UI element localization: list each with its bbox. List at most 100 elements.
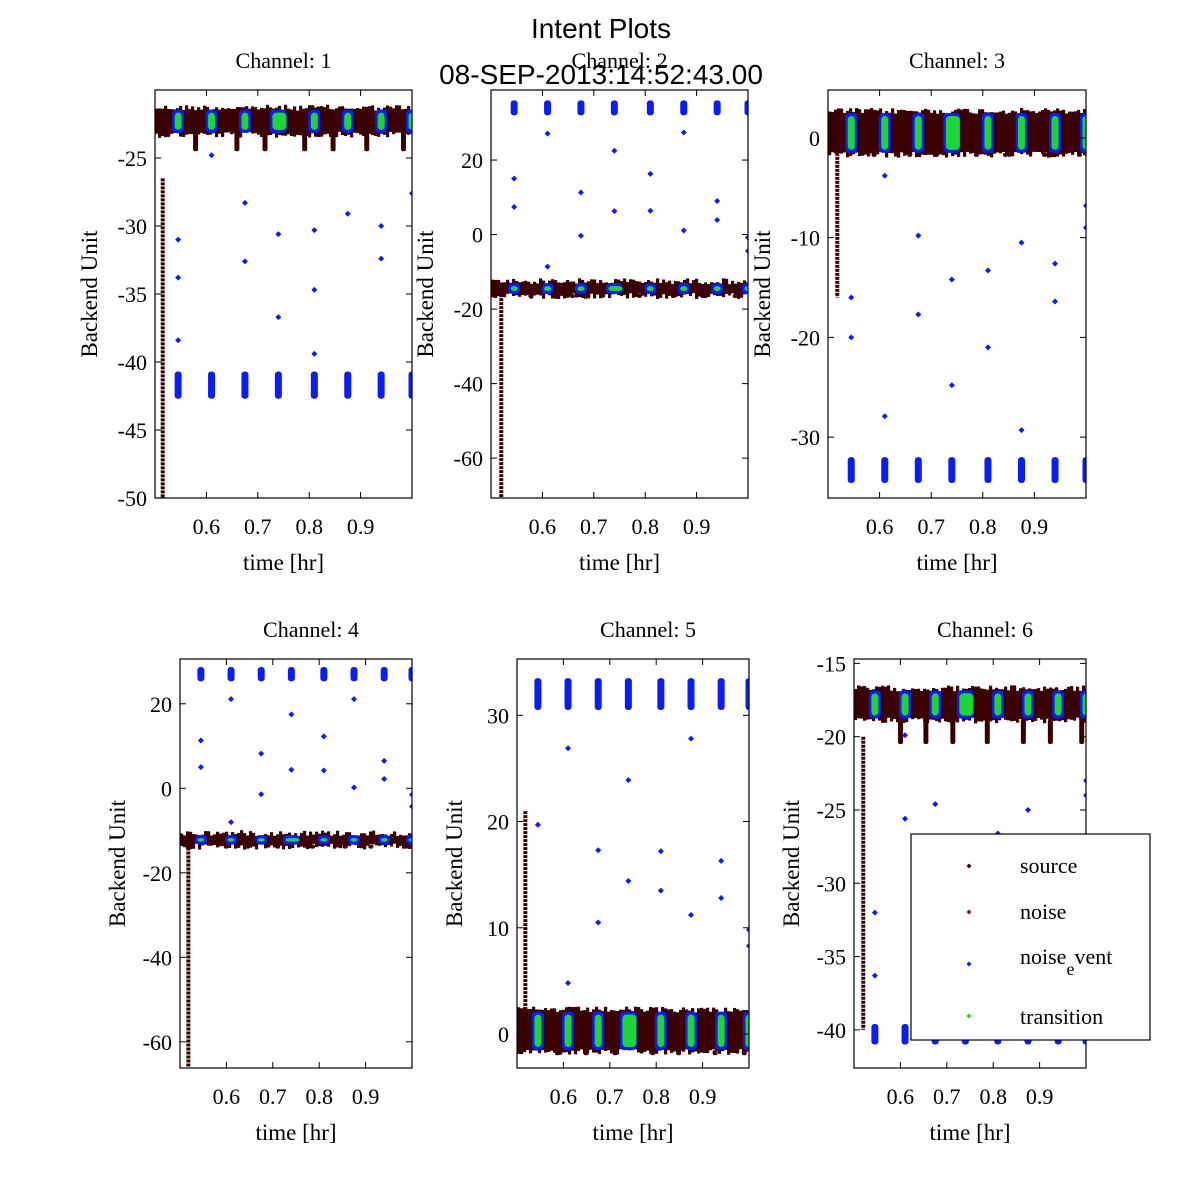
- y-tick-label: -20: [791, 325, 820, 350]
- y-tick-label: -40: [118, 350, 147, 375]
- source-point: [670, 1009, 674, 1053]
- source-point: [329, 108, 333, 137]
- source-point: [604, 1006, 608, 1052]
- noise-event-cluster: [257, 667, 265, 682]
- source-point: [837, 108, 841, 153]
- noise-event-point: [258, 791, 265, 798]
- noise-event-point: [1052, 260, 1059, 267]
- noise-event-point: [902, 815, 909, 822]
- plot-area: [828, 107, 1086, 484]
- noise-event-point: [565, 980, 572, 987]
- plot-area: [155, 104, 412, 498]
- x-tick-label: 0.7: [933, 1084, 961, 1109]
- noise-event-point: [680, 129, 687, 136]
- source-point: [1043, 686, 1047, 724]
- x-tick-label: 0.8: [295, 514, 323, 539]
- noise-event-point: [511, 203, 518, 210]
- source-point: [978, 109, 982, 155]
- source-point: [193, 132, 199, 152]
- plot-area: [491, 100, 748, 498]
- source-point: [192, 834, 196, 849]
- source-point: [252, 832, 256, 847]
- noise-event-point: [657, 887, 664, 894]
- x-tick-label: 0.9: [1026, 1084, 1054, 1109]
- noise-event-point: [577, 232, 584, 239]
- source-point: [700, 1007, 704, 1053]
- source-point: [936, 113, 940, 155]
- source-point: [188, 109, 192, 135]
- source-point: [701, 284, 705, 298]
- noise-event-cluster: [717, 678, 725, 710]
- series-transition: [197, 838, 412, 842]
- source-point: [960, 109, 964, 153]
- legend-entry-transition: transition: [966, 1004, 1103, 1029]
- y-tick-label: -15: [817, 651, 846, 676]
- transition-point: [608, 286, 623, 292]
- noise-event-point: [1083, 224, 1086, 231]
- source-point: [1064, 688, 1068, 723]
- source-point: [1029, 111, 1033, 157]
- source-point: [249, 831, 253, 848]
- source-point: [221, 107, 225, 137]
- source-point: [583, 1050, 589, 1056]
- source-point: [857, 685, 861, 719]
- noise-event-point: [409, 190, 412, 197]
- source-point: [336, 830, 340, 848]
- source-point: [989, 685, 993, 722]
- source-point: [725, 278, 729, 294]
- source-point: [224, 108, 228, 133]
- source-point: [897, 110, 901, 158]
- panel-channel-4: 0.6 0.7 0.8 0.9 20 0 -20 -40 -60 Channel: 4 time […: [105, 617, 413, 1145]
- source-point: [974, 686, 978, 724]
- source-point: [310, 844, 316, 849]
- source-point: [569, 294, 575, 299]
- source-point: [1013, 685, 1017, 721]
- noise-event-point: [647, 207, 654, 214]
- noise-event-cluster: [871, 1024, 879, 1045]
- y-tick-label: 20: [461, 148, 483, 173]
- source-point: [668, 280, 672, 296]
- legend-entry-noise-event: noiseevent: [966, 944, 1112, 979]
- source-point: [392, 108, 396, 135]
- source-point: [1002, 110, 1006, 153]
- source-point: [602, 282, 606, 298]
- noise-event-point: [1052, 298, 1059, 305]
- source-point: [299, 105, 303, 136]
- source-point: [700, 294, 706, 299]
- source-point: [197, 107, 201, 135]
- source-point: [554, 279, 558, 299]
- source-point: [527, 281, 531, 295]
- source-point: [332, 109, 336, 138]
- source-point: [673, 1011, 677, 1052]
- source-point: [230, 108, 234, 135]
- series-transition: [174, 112, 412, 130]
- source-point: [520, 1008, 524, 1055]
- noise-event-point: [688, 735, 694, 742]
- y-tick-label: -60: [143, 1030, 172, 1055]
- source-point: [404, 108, 408, 135]
- source-point: [1049, 687, 1053, 723]
- source-point: [233, 108, 237, 134]
- source-point: [1046, 688, 1050, 719]
- x-tick-label: 0.9: [352, 1084, 380, 1109]
- series-transition: [871, 693, 1086, 716]
- source-point: [1020, 718, 1026, 745]
- source-point: [566, 279, 570, 298]
- source-point: [734, 283, 738, 296]
- source-point: [670, 294, 676, 299]
- source-point: [867, 109, 871, 157]
- noise-event-cluster: [377, 371, 385, 399]
- series-noise-event: [531, 678, 749, 1051]
- source-point: [273, 835, 277, 848]
- source-point: [870, 108, 874, 154]
- transition-point: [901, 693, 909, 716]
- source-point: [213, 834, 217, 845]
- noise-event-cluster: [687, 678, 695, 710]
- y-tick-label: -10: [791, 226, 820, 251]
- source-point: [1004, 686, 1008, 720]
- source-point: [858, 109, 862, 157]
- noise-event-point: [680, 227, 687, 234]
- noise-event-cluster: [713, 100, 721, 116]
- noise-event-point: [595, 919, 602, 926]
- source-point: [637, 1007, 641, 1053]
